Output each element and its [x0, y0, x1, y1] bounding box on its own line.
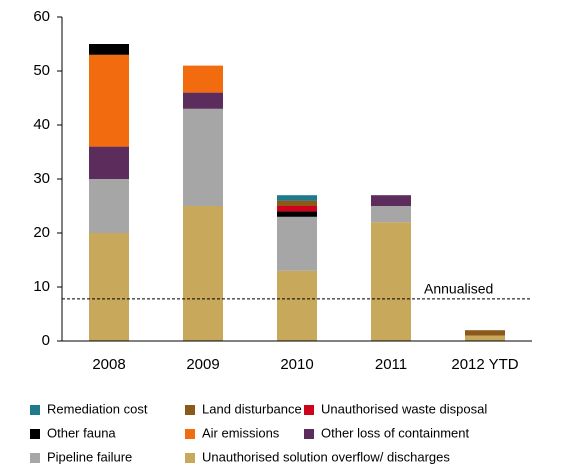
bar-segment — [371, 206, 411, 223]
y-tick-label: 40 — [33, 116, 50, 133]
legend-label: Pipeline failure — [47, 449, 132, 464]
legend-label: Air emissions — [202, 425, 280, 440]
legend-label: Unauthorised solution overflow/ discharg… — [202, 449, 450, 464]
bar-segment — [89, 233, 129, 341]
legend-label: Unauthorised waste disposal — [321, 401, 487, 416]
legend-swatch — [185, 429, 195, 439]
bar-segment — [371, 195, 411, 206]
bar-segment — [371, 222, 411, 341]
legend-swatch — [185, 405, 195, 415]
bar-segment — [277, 216, 317, 271]
bar-segment — [183, 108, 223, 206]
y-tick-label: 20 — [33, 224, 50, 241]
bar-segment — [277, 270, 317, 341]
x-tick-label: 2009 — [186, 356, 219, 373]
legend-swatch — [304, 429, 314, 439]
legend-swatch — [30, 405, 40, 415]
bar-segment — [183, 206, 223, 341]
legend-label: Other loss of containment — [321, 425, 470, 440]
legend-swatch — [185, 453, 195, 463]
bar-segment — [465, 335, 505, 341]
legend-label: Remediation cost — [47, 401, 148, 416]
bar-segment — [183, 92, 223, 109]
legend-swatch — [30, 429, 40, 439]
y-tick-label: 50 — [33, 62, 50, 79]
y-tick-label: 0 — [42, 332, 50, 349]
bar-segment — [277, 195, 317, 201]
y-tick-label: 10 — [33, 278, 50, 295]
bar-segment — [89, 54, 129, 147]
x-tick-label: 2010 — [280, 356, 313, 373]
legend-swatch — [304, 405, 314, 415]
bar-segment — [277, 206, 317, 212]
bar-segment — [465, 330, 505, 336]
bar-segment — [183, 65, 223, 93]
y-tick-label: 60 — [33, 8, 50, 25]
bar-segment — [89, 146, 129, 179]
legend-label: Other fauna — [47, 425, 116, 440]
y-tick-label: 30 — [33, 170, 50, 187]
x-tick-label: 2012 YTD — [451, 356, 518, 373]
legend-swatch — [30, 453, 40, 463]
bar-segment — [89, 44, 129, 55]
bar-segment — [277, 200, 317, 206]
x-tick-label: 2011 — [375, 356, 407, 373]
bar-segment — [277, 211, 317, 217]
x-tick-label: 2008 — [92, 356, 125, 373]
reference-label: Annualised — [424, 281, 493, 297]
bar-segment — [89, 179, 129, 233]
legend-label: Land disturbance — [202, 401, 302, 416]
